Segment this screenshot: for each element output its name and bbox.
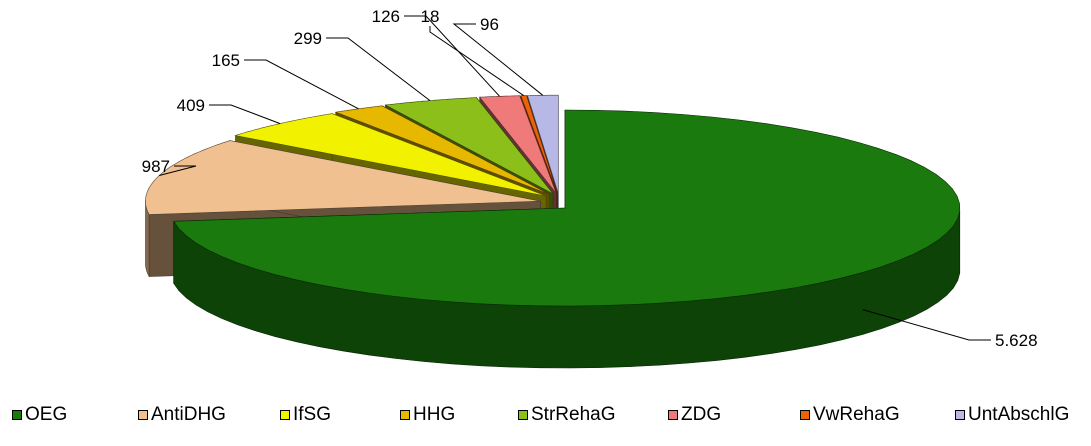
data-label-zdg: 126: [372, 7, 400, 26]
legend-label-antidhg: AntiDHG: [151, 404, 226, 425]
legend-swatch-zdg: [668, 410, 678, 420]
data-label-strrehag: 299: [294, 29, 322, 48]
legend-item-strrehag: StrRehaG: [518, 404, 615, 426]
legend-item-untabschlg: UntAbschlG: [955, 404, 1069, 426]
chart-legend: OEG AntiDHG IfSG HHG StrRehaG ZDG VwRehaG UntAb…: [0, 404, 1091, 434]
leader-line-zdg: [404, 15, 500, 97]
legend-swatch-oeg: [12, 410, 22, 420]
data-label-hhg: 165: [212, 51, 240, 70]
pie-chart: 5.628 987 409 165 299 126 18 96: [142, 7, 1038, 369]
legend-label-ifsg: IfSG: [293, 404, 332, 425]
legend-label-zdg: ZDG: [681, 404, 722, 425]
leader-line-oeg: [862, 309, 991, 341]
slice-oeg: [173, 109, 961, 369]
leader-line-hhg: [244, 59, 359, 110]
data-label-vwrehag: 18: [421, 7, 440, 26]
legend-label-oeg: OEG: [25, 404, 68, 425]
legend-label-strrehag: StrRehaG: [531, 404, 616, 425]
legend-swatch-untabschlg: [955, 410, 965, 420]
leader-line-antidhg: [159, 165, 197, 176]
data-labels: 5.628 987 409 165 299 126 18 96: [142, 7, 1038, 350]
data-label-untabschlg: 96: [480, 15, 499, 34]
slice-top-oeg: [173, 109, 961, 307]
data-label-antidhg: 987: [142, 157, 170, 176]
legend-swatch-ifsg: [280, 410, 290, 420]
legend-label-untabschlg: UntAbschlG: [968, 404, 1070, 425]
legend-item-ifsg: IfSG: [280, 404, 331, 426]
leader-line-ifsg: [209, 104, 281, 125]
legend-label-vwrehag: VwRehaG: [813, 404, 900, 425]
pie-slices: [145, 94, 961, 369]
legend-swatch-hhg: [400, 410, 410, 420]
legend-label-hhg: HHG: [413, 404, 456, 425]
legend-item-antidhg: AntiDHG: [138, 404, 226, 426]
legend-item-zdg: ZDG: [668, 404, 721, 426]
legend-swatch-vwrehag: [800, 410, 810, 420]
legend-swatch-strrehag: [518, 410, 528, 420]
legend-item-vwrehag: VwRehaG: [800, 404, 900, 426]
leader-line-strrehag: [326, 37, 431, 101]
leader-line-vwrehag: [429, 26, 524, 97]
data-label-ifsg: 409: [177, 96, 205, 115]
legend-swatch-antidhg: [138, 410, 148, 420]
data-label-oeg: 5.628: [995, 331, 1038, 350]
legend-item-hhg: HHG: [400, 404, 455, 426]
legend-item-oeg: OEG: [12, 404, 67, 426]
leader-line-untabschlg: [452, 23, 544, 96]
